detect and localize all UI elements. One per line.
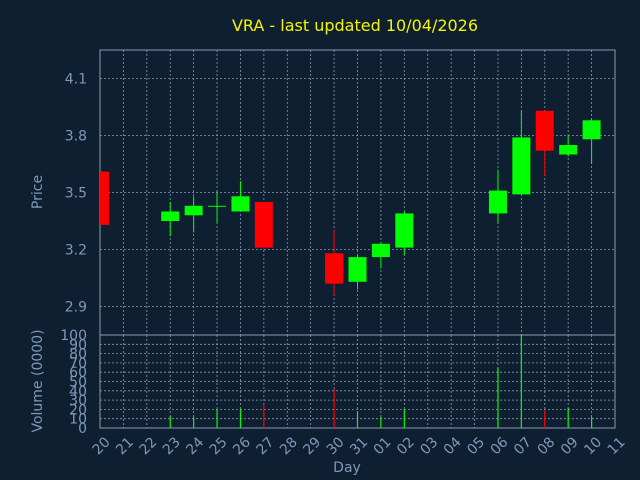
x-tick-label: 11 xyxy=(605,434,629,458)
volume-tick-label: 100 xyxy=(60,328,87,344)
x-tick-label: 07 xyxy=(511,434,535,458)
x-tick-label: 06 xyxy=(488,434,512,458)
x-tick-label: 10 xyxy=(581,434,605,458)
price-tick-label: 3.2 xyxy=(65,243,87,259)
candle-body xyxy=(371,243,390,258)
x-tick-label: 05 xyxy=(464,434,488,458)
x-tick-label: 26 xyxy=(230,434,254,458)
candle-body xyxy=(395,213,414,248)
candle-body xyxy=(161,211,180,221)
volume-tick-label: 90 xyxy=(69,337,87,353)
volume-tick-label: 50 xyxy=(69,375,87,391)
volume-tick-label: 30 xyxy=(69,393,87,409)
x-axis-label: Day xyxy=(333,460,361,476)
x-tick-label: 27 xyxy=(254,434,278,458)
x-tick-label: 29 xyxy=(300,434,324,458)
x-tick-labels: 20 21 22 23 24 25 26 27 28 29 30 31 01 02 03 04 05 06 07 08… xyxy=(90,434,629,458)
candles-group xyxy=(100,110,601,296)
x-tick-label: 22 xyxy=(137,434,161,458)
x-tick-label: 08 xyxy=(534,434,558,458)
candle-body xyxy=(100,171,109,225)
x-tick-label: 20 xyxy=(90,434,114,458)
x-tick-label: 01 xyxy=(371,434,395,458)
price-tick-label: 3.5 xyxy=(65,186,87,202)
x-tick-label: 09 xyxy=(558,434,582,458)
candle-body xyxy=(254,202,273,248)
candle-body xyxy=(325,253,344,284)
candle-body xyxy=(488,190,507,214)
x-tick-label: 25 xyxy=(207,434,231,458)
volume-tick-label: 10 xyxy=(69,412,87,428)
price-tick-label: 2.9 xyxy=(65,300,87,316)
volume-tick-label: 0 xyxy=(78,421,87,437)
price-tick-label: 4.1 xyxy=(65,72,87,88)
price-panel: 2.9 3.2 3.5 3.8 4.1 xyxy=(65,49,616,336)
price-tick-label: 3.8 xyxy=(65,129,87,145)
candle-body xyxy=(512,137,531,195)
x-tick-label: 23 xyxy=(160,434,184,458)
candle-body xyxy=(582,120,601,140)
x-tick-label: 28 xyxy=(277,434,301,458)
chart-title: VRA - last updated 10/04/2026 xyxy=(232,16,478,35)
volume-tick-label: 60 xyxy=(69,365,87,381)
volume-axis-label: Volume (0000) xyxy=(30,329,46,432)
volume-tick-label: 20 xyxy=(69,402,87,418)
volume-tick-label: 80 xyxy=(69,347,87,363)
x-tick-label: 03 xyxy=(417,434,441,458)
x-tick-label: 24 xyxy=(183,434,207,458)
x-tick-label: 30 xyxy=(324,434,348,458)
x-tick-label: 02 xyxy=(394,434,418,458)
volume-tick-label: 70 xyxy=(69,356,87,372)
candle-body xyxy=(231,196,250,212)
x-tick-label: 31 xyxy=(347,434,371,458)
candle-body xyxy=(184,205,203,216)
candle-body xyxy=(208,205,227,207)
candle-body xyxy=(559,145,578,155)
candle-body xyxy=(535,110,554,151)
x-tick-label: 04 xyxy=(441,434,465,458)
x-tick-label: 21 xyxy=(113,434,137,458)
candle-body xyxy=(348,257,367,282)
volume-tick-label: 40 xyxy=(69,384,87,400)
price-axis-label: Price xyxy=(30,175,46,209)
